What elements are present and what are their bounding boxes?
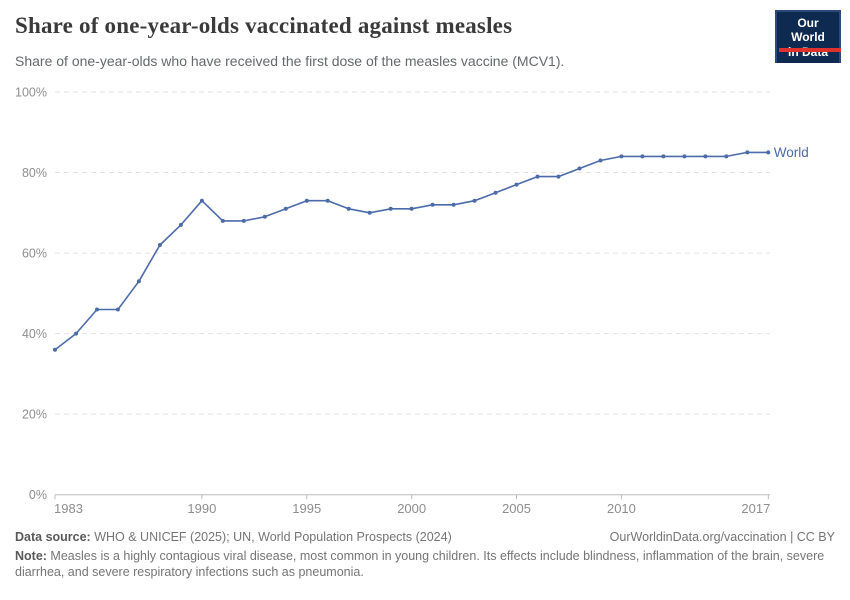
x-tick-label: 1990 — [187, 501, 216, 516]
data-point — [430, 202, 435, 207]
y-tick-label: 80% — [22, 166, 47, 180]
y-tick-label: 60% — [22, 247, 47, 261]
data-point — [199, 198, 204, 203]
data-point — [95, 307, 99, 312]
data-point — [619, 154, 624, 159]
data-point — [220, 218, 225, 223]
footer-source-row: Data source: WHO & UNICEF (2025); UN, Wo… — [15, 529, 835, 545]
data-point — [346, 206, 351, 211]
data-point — [136, 279, 141, 284]
data-point — [556, 174, 561, 179]
note-label: Note: — [15, 549, 47, 563]
data-point — [661, 154, 666, 159]
data-point — [451, 202, 456, 207]
owid-logo[interactable]: Our World in Data — [775, 10, 841, 64]
data-point — [304, 198, 309, 203]
data-point — [598, 158, 603, 163]
data-point — [241, 218, 246, 223]
data-point — [283, 206, 288, 211]
data-point — [157, 243, 162, 247]
series-end-label: World — [774, 145, 809, 160]
data-point — [115, 307, 120, 312]
footer-note: Note: Measles is a highly contagious vir… — [15, 548, 835, 580]
data-point — [367, 210, 372, 215]
y-tick-label: 0% — [29, 488, 47, 502]
data-point — [493, 190, 498, 195]
owid-logo-line1: Our World — [791, 16, 825, 45]
data-point — [262, 214, 267, 219]
data-point — [325, 198, 330, 203]
x-tick-label: 2005 — [502, 501, 531, 516]
owid-logo-red-bar — [779, 48, 841, 52]
y-tick-label: 20% — [22, 408, 47, 422]
data-point — [472, 198, 477, 203]
data-point — [766, 150, 771, 155]
x-tick-label: 2000 — [397, 501, 426, 516]
data-point — [514, 182, 519, 187]
note-value: Measles is a highly contagious viral dis… — [15, 549, 825, 579]
data-point — [74, 331, 78, 336]
page-title: Share of one-year-olds vaccinated agains… — [15, 13, 513, 38]
data-point — [682, 154, 687, 159]
x-tick-label: 1995 — [292, 501, 321, 516]
x-tick-label: 2010 — [607, 501, 636, 516]
data-point — [535, 174, 540, 179]
x-tick-label: 1983 — [54, 501, 83, 516]
data-source-value: WHO & UNICEF (2025); UN, World Populatio… — [90, 530, 452, 544]
chart-footer: Data source: WHO & UNICEF (2025); UN, Wo… — [15, 529, 835, 580]
data-point — [409, 206, 414, 211]
y-tick-label: 40% — [22, 327, 47, 341]
line-chart: 0% 20% 40% 60% 80% 100% 1983 1990 1995 2000 2005 20… — [15, 86, 809, 517]
data-point — [745, 150, 750, 155]
data-source-label: Data source: — [15, 530, 91, 544]
chart-subtitle: Share of one-year-olds who have received… — [15, 53, 565, 69]
data-source-text: Data source: WHO & UNICEF (2025); UN, Wo… — [15, 529, 452, 545]
x-tick-label: 2017 — [741, 501, 770, 516]
footer-link[interactable]: OurWorldinData.org/vaccination | CC BY — [609, 530, 835, 544]
data-point — [178, 222, 183, 227]
data-point — [703, 154, 708, 159]
world-line — [54, 151, 769, 351]
data-point — [388, 206, 393, 211]
data-point — [724, 154, 729, 159]
data-point — [53, 347, 57, 352]
data-point — [577, 166, 582, 171]
y-tick-label: 100% — [15, 86, 47, 100]
data-point — [640, 154, 645, 159]
